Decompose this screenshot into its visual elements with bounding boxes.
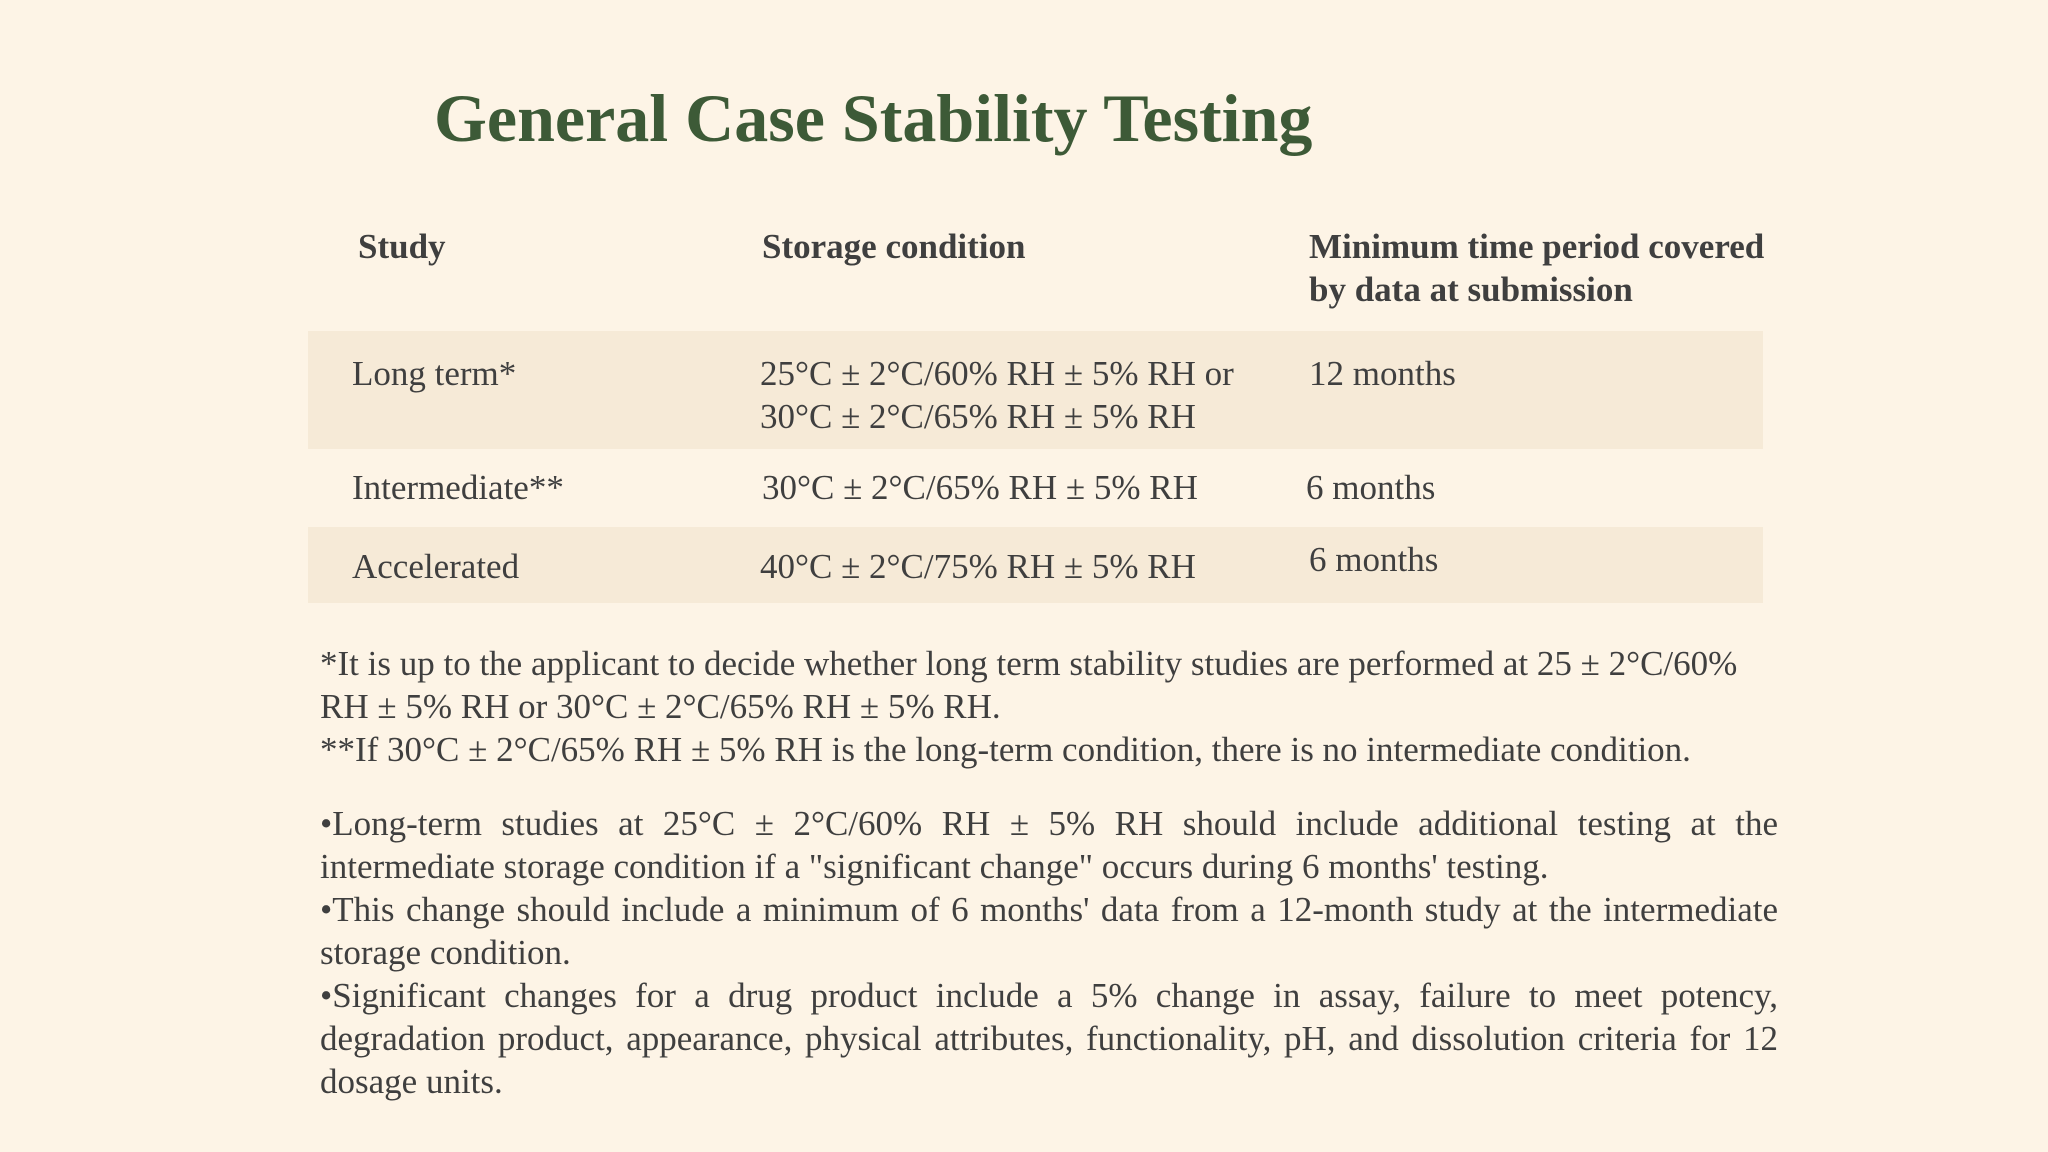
storage-line-2: 30°C ± 2°C/65% RH ± 5% RH: [760, 397, 1196, 436]
cell-period: 6 months: [1309, 540, 1439, 579]
footnote-long-term: *It is up to the applicant to decide whe…: [320, 644, 1738, 726]
bullet-item: •Long-term studies at 25°C ± 2°C/60% RH …: [320, 804, 1778, 886]
cell-storage-condition: 25°C ± 2°C/60% RH ± 5% RH or 30°C ± 2°C/…: [760, 352, 1234, 438]
bullet-item: •This change should include a minimum of…: [320, 890, 1778, 972]
cell-period: 12 months: [1309, 354, 1456, 393]
storage-line-1: 25°C ± 2°C/60% RH ± 5% RH or: [760, 354, 1234, 393]
cell-storage-condition: 40°C ± 2°C/75% RH ± 5% RH: [760, 547, 1196, 586]
table-header-row: Study Storage condition Minimum time per…: [308, 225, 1764, 331]
header-storage-condition: Storage condition: [762, 227, 1026, 266]
header-study: Study: [358, 227, 446, 266]
cell-storage-condition: 30°C ± 2°C/65% RH ± 5% RH: [762, 468, 1198, 507]
stability-table: Study Storage condition Minimum time per…: [308, 225, 1764, 603]
cell-study: Intermediate**: [352, 468, 564, 507]
cell-study: Long term*: [352, 354, 517, 393]
header-period-line-2: by data at submission: [1309, 270, 1633, 309]
cell-period: 6 months: [1306, 468, 1436, 507]
footnote-intermediate: **If 30°C ± 2°C/65% RH ± 5% RH is the lo…: [320, 730, 1691, 769]
cell-study: Accelerated: [352, 547, 520, 586]
page-title: General Case Stability Testing: [434, 80, 1313, 156]
table-row: Long term* 25°C ± 2°C/60% RH ± 5% RH or …: [308, 331, 1763, 449]
bullet-item: •Significant changes for a drug product …: [320, 976, 1778, 1101]
table-row: Accelerated 40°C ± 2°C/75% RH ± 5% RH 6 …: [308, 527, 1763, 603]
footnotes: *It is up to the applicant to decide whe…: [320, 642, 1778, 771]
table-row: Intermediate** 30°C ± 2°C/65% RH ± 5% RH…: [308, 449, 1763, 527]
bullet-list: •Long-term studies at 25°C ± 2°C/60% RH …: [320, 802, 1778, 1103]
header-period-line-1: Minimum time period covered: [1309, 227, 1765, 266]
header-minimum-time-period: Minimum time period covered by data at s…: [1309, 225, 1769, 311]
